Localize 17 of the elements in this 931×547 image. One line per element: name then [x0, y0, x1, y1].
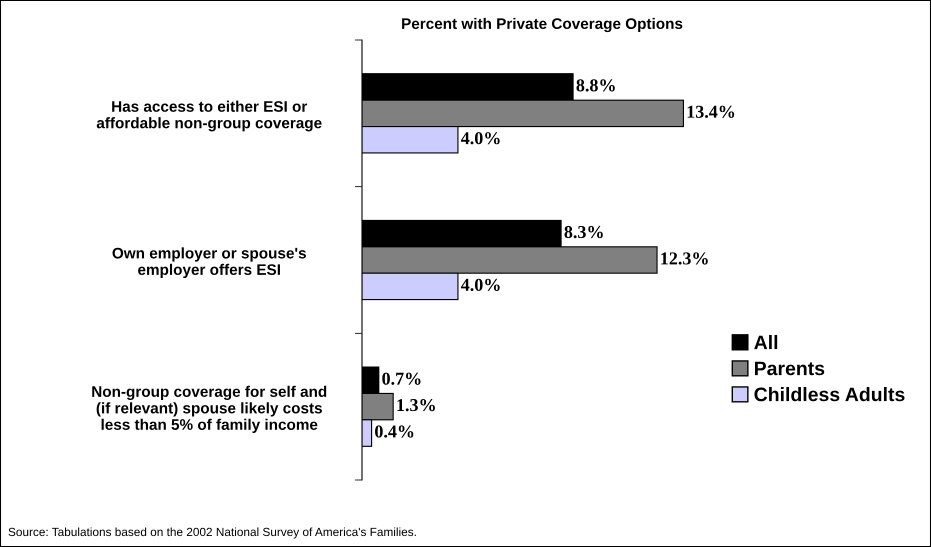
- data-label: 12.3%: [661, 252, 708, 265]
- data-label: 4.0%: [460, 278, 500, 291]
- data-label: 0.4%: [375, 425, 414, 438]
- data-label: 4.0%: [460, 132, 500, 144]
- data-label: 13.4%: [688, 106, 734, 118]
- y-tick-label: Has access to either ESI or affordable non-group coverage: [96, 100, 322, 132]
- legend-label: All: [754, 334, 778, 350]
- data-label: 8.8%: [576, 79, 615, 92]
- legend-label: Childless Adults: [754, 386, 904, 402]
- chart-title: Percent with Private Coverage Options: [402, 18, 682, 32]
- y-tick-label: Own employer or spouse's employer offers ESI: [112, 247, 306, 278]
- legend-label: Parents: [754, 362, 824, 376]
- data-label: 1.3%: [397, 399, 435, 412]
- data-label: 0.7%: [382, 372, 420, 385]
- y-tick-label: Non-group coverage for self and (if relevant) spouse likely costs less than 5% of family income: [92, 386, 326, 433]
- source-note: Source: Tabulations based on the 2002 National Survey of America's Families.: [8, 527, 416, 538]
- data-label: 8.3%: [564, 226, 603, 238]
